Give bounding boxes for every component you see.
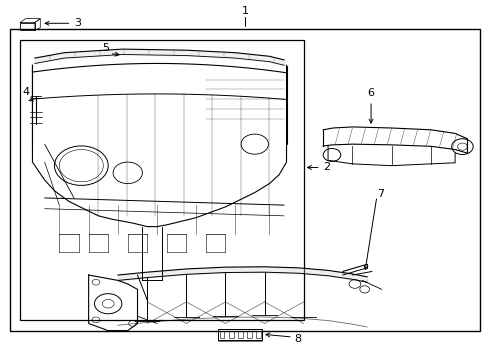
Bar (218, 329, 262, 339)
Text: 4: 4 (23, 87, 30, 97)
Text: 6: 6 (368, 88, 374, 98)
Bar (256, 330, 261, 338)
Text: 7: 7 (377, 189, 384, 199)
Text: 3: 3 (74, 18, 81, 28)
Text: 8: 8 (294, 334, 301, 344)
Text: 1: 1 (242, 6, 248, 16)
Bar (10, 30, 480, 330)
Bar (229, 330, 234, 338)
Bar (20, 23, 35, 31)
Text: 2: 2 (323, 162, 330, 172)
Bar (220, 330, 224, 338)
Text: 5: 5 (102, 43, 109, 53)
Bar (238, 330, 243, 338)
Bar (20, 40, 304, 320)
Bar (246, 330, 251, 338)
